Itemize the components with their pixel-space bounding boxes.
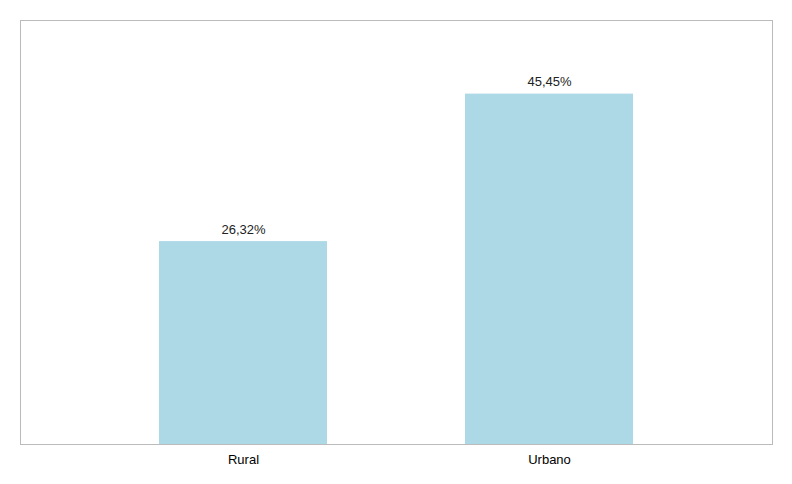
svg-text:45,45%: 45,45% — [527, 74, 572, 89]
svg-text:Urbano: Urbano — [528, 452, 571, 467]
svg-text:26,32%: 26,32% — [221, 222, 266, 237]
svg-text:Rural: Rural — [228, 452, 259, 467]
